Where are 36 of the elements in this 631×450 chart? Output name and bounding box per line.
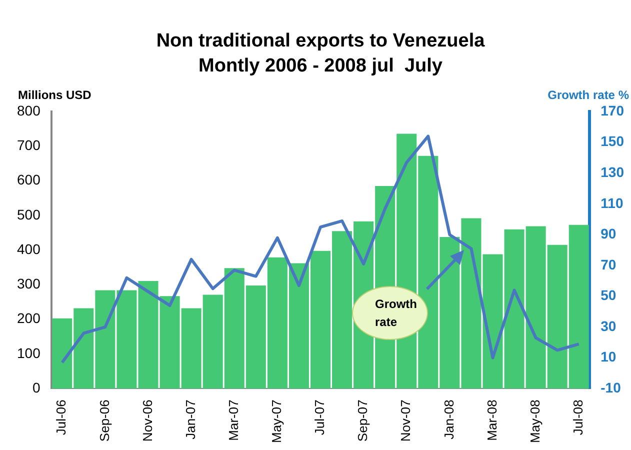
y-tick-label: 200 [17,310,41,326]
y2-tick-label: -10 [600,380,622,396]
x-tick-label: Jul-07 [312,400,328,436]
x-tick-label: Jul-08 [570,400,586,436]
y-axis-title: Millions USD [18,88,92,102]
y2-tick-label: 50 [600,287,616,304]
y-tick-label: 0 [32,380,41,396]
y2-tick-label: 130 [600,164,624,180]
y2-tick-label: 170 [600,102,624,118]
y-tick-label: 300 [17,276,41,292]
x-tick-label: Mar-08 [484,400,500,441]
x-tick-label: Jul-06 [54,400,69,436]
y-tick-label: 100 [17,344,41,361]
x-tick-label: Jan-07 [182,400,198,440]
y-tick-label: 800 [17,102,41,118]
chart-title: Non traditional exports to Venezuela [156,30,486,52]
chart-subtitle: Montly 2006 - 2008 jul July [198,55,443,76]
y-tick-label: 600 [17,172,41,188]
x-tick-label: Nov-06 [140,400,155,442]
y-tick-label: 500 [17,206,41,222]
x-tick-label: Sep-06 [96,400,112,442]
y2-tick-label: 110 [600,194,624,211]
x-tick-label: Jan-08 [441,400,456,440]
x-tick-label: Nov-07 [398,400,414,442]
y2-tick-label: 70 [600,256,616,272]
x-tick-label: Sep-07 [355,400,370,442]
x-tick-label: Mar-07 [226,400,241,441]
y2-tick-label: 10 [600,348,616,365]
y-tick-label: 400 [17,240,41,257]
x-tick-label: May-07 [269,400,284,444]
y2-tick-label: 30 [600,318,616,334]
y2-tick-label: 90 [600,226,616,242]
y-tick-label: 700 [17,137,41,154]
y2-axis-title: Growth rate % [548,88,630,102]
y2-tick-label: 150 [600,133,624,150]
x-tick-label: May-08 [527,400,542,444]
